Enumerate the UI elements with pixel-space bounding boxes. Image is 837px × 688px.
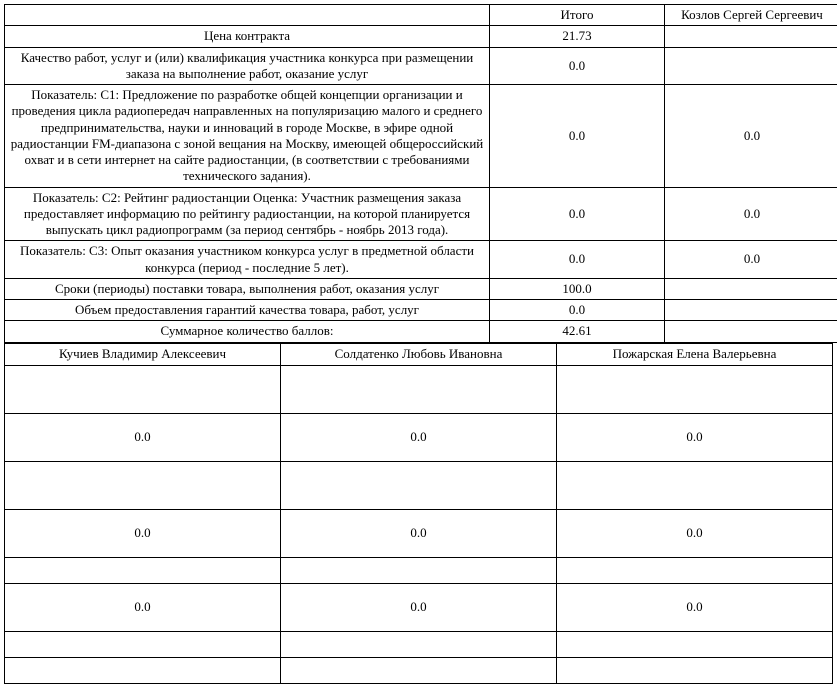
criteria-label: Показатель: C1: Предложение по разработк… bbox=[5, 85, 490, 188]
evaluator-cell bbox=[281, 365, 557, 413]
evaluator-cell bbox=[557, 657, 833, 683]
evaluator-cell bbox=[281, 557, 557, 583]
table2-header-soldatenko: Солдатенко Любовь Ивановна bbox=[281, 343, 557, 365]
evaluator-cell bbox=[5, 557, 281, 583]
evaluator-cell bbox=[281, 657, 557, 683]
criteria-label: Показатель: C3: Опыт оказания участником… bbox=[5, 241, 490, 279]
criteria-label: Качество работ, услуг и (или) квалификац… bbox=[5, 47, 490, 85]
table1-header-itogo: Итого bbox=[490, 5, 665, 26]
criteria-total: 0.0 bbox=[490, 187, 665, 241]
evaluator-cell bbox=[557, 365, 833, 413]
criteria-label: Объем предоставления гарантий качества т… bbox=[5, 300, 490, 321]
evaluator-cell bbox=[557, 557, 833, 583]
evaluator-cell: 0.0 bbox=[281, 413, 557, 461]
table-row: 0.00.00.0 bbox=[5, 413, 833, 461]
criteria-label: Цена контракта bbox=[5, 26, 490, 47]
table1-header-kozlov: Козлов Сергей Сергеевич bbox=[665, 5, 837, 26]
evaluator-cell: 0.0 bbox=[5, 509, 281, 557]
table-row: Показатель: C1: Предложение по разработк… bbox=[5, 85, 837, 188]
table-row bbox=[5, 557, 833, 583]
table-row: 0.00.00.0 bbox=[5, 583, 833, 631]
table-row: Качество работ, услуг и (или) квалификац… bbox=[5, 47, 837, 85]
table-row bbox=[5, 657, 833, 683]
table-row bbox=[5, 461, 833, 509]
criteria-value: 0.0 bbox=[665, 85, 837, 188]
criteria-total: 42.61 bbox=[490, 321, 665, 342]
criteria-table: Итого Козлов Сергей Сергеевич Цена контр… bbox=[4, 4, 837, 343]
evaluator-cell bbox=[281, 461, 557, 509]
criteria-value bbox=[665, 300, 837, 321]
table2-header-kuchiev: Кучиев Владимир Алексеевич bbox=[5, 343, 281, 365]
table-row bbox=[5, 365, 833, 413]
criteria-value: 0.0 bbox=[665, 187, 837, 241]
evaluator-cell: 0.0 bbox=[557, 509, 833, 557]
evaluators-table: Кучиев Владимир Алексеевич Солдатенко Лю… bbox=[4, 343, 833, 684]
table-row: Сроки (периоды) поставки товара, выполне… bbox=[5, 278, 837, 299]
table-row: Показатель: C3: Опыт оказания участником… bbox=[5, 241, 837, 279]
evaluator-cell bbox=[557, 631, 833, 657]
criteria-value bbox=[665, 278, 837, 299]
table1-header-row: Итого Козлов Сергей Сергеевич bbox=[5, 5, 837, 26]
table-row: Цена контракта21.73 bbox=[5, 26, 837, 47]
evaluator-cell: 0.0 bbox=[281, 509, 557, 557]
table2-header-pozharskaya: Пожарская Елена Валерьевна bbox=[557, 343, 833, 365]
criteria-value bbox=[665, 47, 837, 85]
evaluator-cell: 0.0 bbox=[281, 583, 557, 631]
evaluator-cell: 0.0 bbox=[5, 413, 281, 461]
evaluator-cell bbox=[557, 461, 833, 509]
criteria-total: 0.0 bbox=[490, 47, 665, 85]
criteria-label: Суммарное количество баллов: bbox=[5, 321, 490, 342]
table-row: Суммарное количество баллов:42.61 bbox=[5, 321, 837, 342]
criteria-value bbox=[665, 26, 837, 47]
evaluator-cell bbox=[5, 461, 281, 509]
evaluator-cell: 0.0 bbox=[557, 413, 833, 461]
criteria-value: 0.0 bbox=[665, 241, 837, 279]
criteria-total: 0.0 bbox=[490, 85, 665, 188]
criteria-label: Сроки (периоды) поставки товара, выполне… bbox=[5, 278, 490, 299]
table-row bbox=[5, 631, 833, 657]
evaluator-cell bbox=[5, 657, 281, 683]
table-row: 0.00.00.0 bbox=[5, 509, 833, 557]
table2-header-row: Кучиев Владимир Алексеевич Солдатенко Лю… bbox=[5, 343, 833, 365]
evaluator-cell bbox=[5, 631, 281, 657]
criteria-total: 0.0 bbox=[490, 241, 665, 279]
criteria-total: 21.73 bbox=[490, 26, 665, 47]
evaluator-cell: 0.0 bbox=[5, 583, 281, 631]
evaluator-cell: 0.0 bbox=[557, 583, 833, 631]
criteria-total: 0.0 bbox=[490, 300, 665, 321]
evaluator-cell bbox=[281, 631, 557, 657]
criteria-value bbox=[665, 321, 837, 342]
table1-header-empty bbox=[5, 5, 490, 26]
criteria-total: 100.0 bbox=[490, 278, 665, 299]
table-row: Объем предоставления гарантий качества т… bbox=[5, 300, 837, 321]
evaluator-cell bbox=[5, 365, 281, 413]
table-row: Показатель: C2: Рейтинг радиостанции Оце… bbox=[5, 187, 837, 241]
criteria-label: Показатель: C2: Рейтинг радиостанции Оце… bbox=[5, 187, 490, 241]
